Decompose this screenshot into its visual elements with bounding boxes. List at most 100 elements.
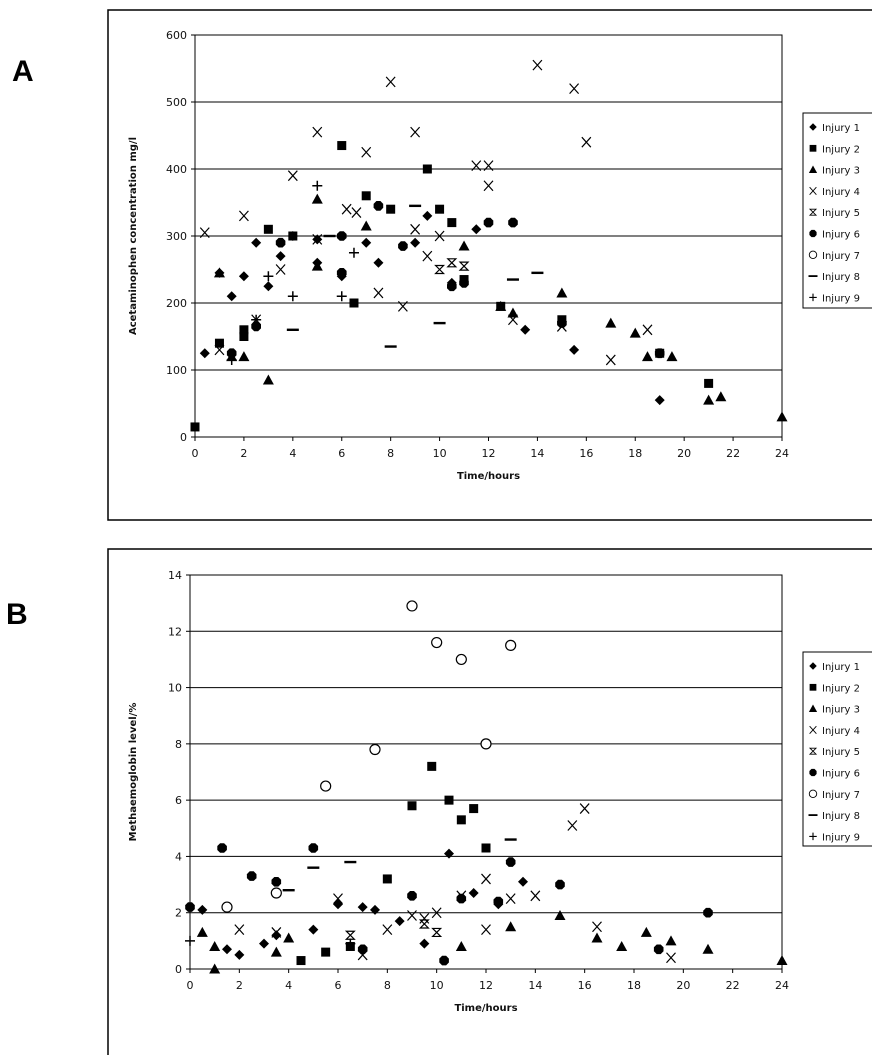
data-point bbox=[312, 126, 323, 138]
data-point bbox=[199, 227, 210, 239]
y-axis-label: Methaemoglobin level/% bbox=[128, 703, 139, 842]
legend-marker-group bbox=[809, 832, 817, 841]
data-point bbox=[271, 877, 282, 887]
legend-item: Injury 8 bbox=[808, 272, 860, 283]
y-tick-label: 12 bbox=[168, 625, 182, 638]
legend-item: Injury 6 bbox=[809, 230, 860, 241]
legend-label: Injury 1 bbox=[822, 662, 860, 673]
data-point bbox=[275, 251, 286, 262]
data-point bbox=[263, 281, 274, 292]
legend-item: Injury 8 bbox=[808, 811, 860, 822]
data-point bbox=[251, 237, 262, 248]
legend-marker-group bbox=[809, 123, 817, 131]
data-point bbox=[410, 223, 421, 235]
data-point bbox=[234, 924, 245, 936]
data-point bbox=[312, 233, 323, 245]
data-point bbox=[226, 354, 237, 365]
data-point bbox=[481, 924, 491, 936]
x-tick-label: 4 bbox=[285, 979, 292, 992]
x-tick-label: 22 bbox=[726, 979, 740, 992]
y-tick-label: 500 bbox=[166, 96, 187, 109]
data-point bbox=[666, 952, 676, 964]
data-point bbox=[435, 204, 445, 214]
data-point bbox=[307, 866, 320, 869]
x-tick-label: 20 bbox=[676, 979, 690, 992]
data-point bbox=[217, 843, 227, 853]
data-point bbox=[556, 287, 568, 298]
data-point bbox=[554, 910, 566, 921]
data-point bbox=[308, 924, 319, 935]
data-point bbox=[419, 938, 430, 949]
data-point bbox=[349, 298, 359, 308]
y-tick-label: 400 bbox=[166, 163, 187, 176]
data-point bbox=[287, 170, 298, 182]
x-tick-label: 14 bbox=[530, 447, 544, 460]
x-tick-label: 24 bbox=[775, 979, 789, 992]
data-point bbox=[246, 871, 257, 881]
legend-label: Injury 4 bbox=[822, 187, 860, 198]
data-point bbox=[508, 217, 518, 228]
data-point bbox=[666, 351, 678, 362]
data-point bbox=[373, 201, 384, 211]
data-point bbox=[455, 653, 467, 666]
series-9 bbox=[226, 180, 359, 365]
legend-item: Injury 5 bbox=[808, 747, 860, 758]
legend-item: Injury 7 bbox=[808, 250, 860, 262]
data-point bbox=[422, 210, 433, 221]
data-point bbox=[702, 943, 714, 954]
x-tick-label: 18 bbox=[627, 979, 641, 992]
chart-frame bbox=[107, 9, 872, 521]
legend-marker bbox=[808, 208, 818, 216]
legend-marker-group bbox=[808, 789, 818, 799]
legend-label: Injury 5 bbox=[822, 747, 860, 758]
data-point bbox=[311, 193, 323, 204]
data-point bbox=[455, 940, 467, 951]
data-point bbox=[196, 926, 208, 937]
x-tick-label: 12 bbox=[479, 979, 493, 992]
legend-marker bbox=[809, 229, 817, 238]
legend-item: Injury 3 bbox=[808, 165, 860, 177]
panel-letter-a: A bbox=[12, 55, 34, 88]
data-point bbox=[270, 887, 282, 899]
legend-marker bbox=[809, 768, 817, 777]
legend-item: Injury 4 bbox=[809, 725, 860, 737]
data-point bbox=[251, 314, 262, 325]
data-point bbox=[505, 857, 516, 867]
data-point bbox=[532, 59, 543, 71]
data-point bbox=[495, 300, 507, 311]
data-point bbox=[361, 237, 372, 248]
data-point bbox=[434, 264, 446, 275]
legend-item: Injury 7 bbox=[808, 789, 860, 801]
y-tick-label: 6 bbox=[175, 794, 182, 807]
data-point bbox=[481, 873, 491, 885]
legend-marker bbox=[808, 704, 818, 712]
data-point bbox=[384, 345, 397, 348]
legend-label: Injury 3 bbox=[822, 166, 860, 177]
data-point bbox=[458, 240, 470, 251]
legend-marker-group bbox=[808, 275, 818, 277]
legend-item: Injury 2 bbox=[809, 144, 860, 155]
data-point bbox=[483, 217, 494, 228]
series-3 bbox=[196, 910, 788, 974]
legend-marker bbox=[808, 747, 818, 755]
data-point bbox=[505, 639, 517, 651]
data-point bbox=[444, 848, 454, 859]
legend-marker bbox=[808, 165, 818, 173]
data-point bbox=[373, 257, 384, 268]
legend-item: Injury 5 bbox=[808, 208, 860, 219]
data-point bbox=[270, 946, 282, 957]
data-point bbox=[422, 250, 433, 262]
legend-marker bbox=[809, 832, 817, 841]
data-point bbox=[320, 780, 332, 792]
data-point bbox=[386, 204, 396, 214]
data-point bbox=[446, 258, 458, 268]
data-point bbox=[447, 218, 457, 228]
series-5 bbox=[344, 919, 443, 940]
data-point bbox=[312, 180, 323, 191]
data-point bbox=[507, 307, 519, 318]
x-tick-label: 12 bbox=[482, 447, 496, 460]
data-point bbox=[385, 76, 396, 88]
data-point bbox=[483, 160, 494, 172]
data-point bbox=[616, 940, 628, 951]
data-point bbox=[518, 876, 528, 887]
